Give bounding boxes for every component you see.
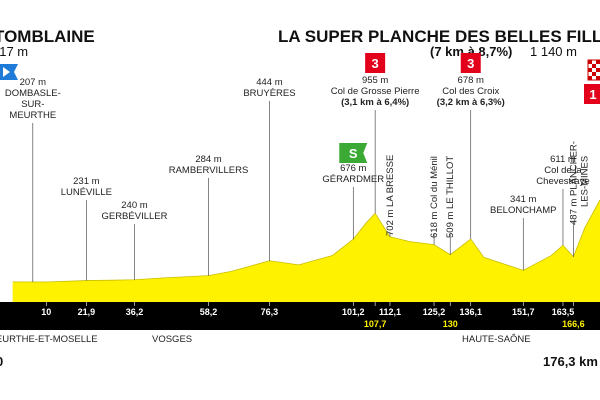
annotation-label: 240 m <box>121 200 147 211</box>
km-label: 76,3 <box>261 307 279 317</box>
annotation-label: 611 m <box>550 154 576 165</box>
climb-icon <box>460 53 481 73</box>
sprint-icon <box>339 143 368 163</box>
annotation-label: 444 m <box>256 77 282 88</box>
annotation-label: 955 m <box>362 75 388 86</box>
annotation-label: 702 m LA BRESSE <box>385 155 396 236</box>
elevation-line <box>12 199 600 283</box>
region: HAUTE-SAÔNE <box>462 334 531 345</box>
region: VOSGES <box>152 334 192 345</box>
annotation-label: Col de la <box>544 165 582 176</box>
km-band <box>0 302 600 330</box>
annotation-label: GERBÉVILLER <box>101 211 167 222</box>
climb-category: 3 <box>372 56 379 71</box>
annotation-label: 678 m <box>458 75 484 86</box>
distance-start: 0 <box>0 354 3 369</box>
annotation-label: 231 m <box>73 176 99 187</box>
km-label: 163,5 <box>552 307 575 317</box>
km-label: 101,2 <box>342 307 365 317</box>
climb-icon <box>365 53 386 73</box>
finish-altitude: 1 140 m <box>530 44 577 59</box>
annotation-label: BELONCHAMP <box>490 205 557 216</box>
annotation-label: (3,2 km à 6,3%) <box>437 97 505 108</box>
annotation-label: (3,1 km à 6,4%) <box>341 97 409 108</box>
start-altitude: 217 m <box>0 44 28 59</box>
start-name: TOMBLAINE <box>0 27 95 46</box>
annotation-label: 487 m PLANCHER- <box>568 141 579 225</box>
km-label: 136,1 <box>459 307 482 317</box>
annotation-label: Col des Croix <box>442 86 499 97</box>
km-label: 10 <box>41 307 51 317</box>
finish-climb: (7 km à 8,7%) <box>430 44 512 59</box>
km-label: 166,6 <box>562 319 585 329</box>
annotation-label: Col de Grosse Pierre <box>331 86 420 97</box>
finish-icon <box>584 59 600 104</box>
distance-end: 176,3 km <box>543 354 598 369</box>
km-label: 58,2 <box>200 307 218 317</box>
annotation-label: 284 m <box>195 154 221 165</box>
annotation-label: Chevestraye <box>536 176 589 187</box>
annotation-label: 341 m <box>510 194 536 205</box>
km-label: 107,7 <box>364 319 387 329</box>
sprint-label: S <box>349 146 358 161</box>
annotation-label: DOMBASLE- <box>5 88 61 99</box>
km-label: 36,2 <box>126 307 144 317</box>
annotation-label: GÉRARDMER <box>322 174 384 185</box>
annotation-label: 618 m Col du Ménil <box>429 156 440 238</box>
annotation-label: RAMBERVILLERS <box>169 165 249 176</box>
annotation-label: LUNÉVILLE <box>61 187 112 198</box>
km-label: 125,2 <box>423 307 446 317</box>
km-label: 151,7 <box>512 307 535 317</box>
annotation-label: BRUYÈRES <box>243 88 295 99</box>
annotation-label: 207 m <box>20 77 46 88</box>
start-icon <box>0 64 18 80</box>
climb-category: 3 <box>467 56 474 71</box>
elevation-area <box>12 199 600 302</box>
region: MEURTHE-ET-MOSELLE <box>0 334 98 345</box>
finish-category: 1 <box>589 87 596 102</box>
annotation-label: 509 m LE THILLOT <box>445 156 456 238</box>
annotation-label: MEURTHE <box>9 110 56 121</box>
annotation-label: LES-MINES <box>579 156 590 207</box>
km-label: 130 <box>443 319 458 329</box>
finish-name: LA SUPER PLANCHE DES BELLES FILLES <box>278 27 600 46</box>
km-label: 21,9 <box>78 307 96 317</box>
annotation-label: SUR- <box>21 99 44 110</box>
km-label: 112,1 <box>379 307 401 317</box>
annotation-label: 676 m <box>340 163 366 174</box>
